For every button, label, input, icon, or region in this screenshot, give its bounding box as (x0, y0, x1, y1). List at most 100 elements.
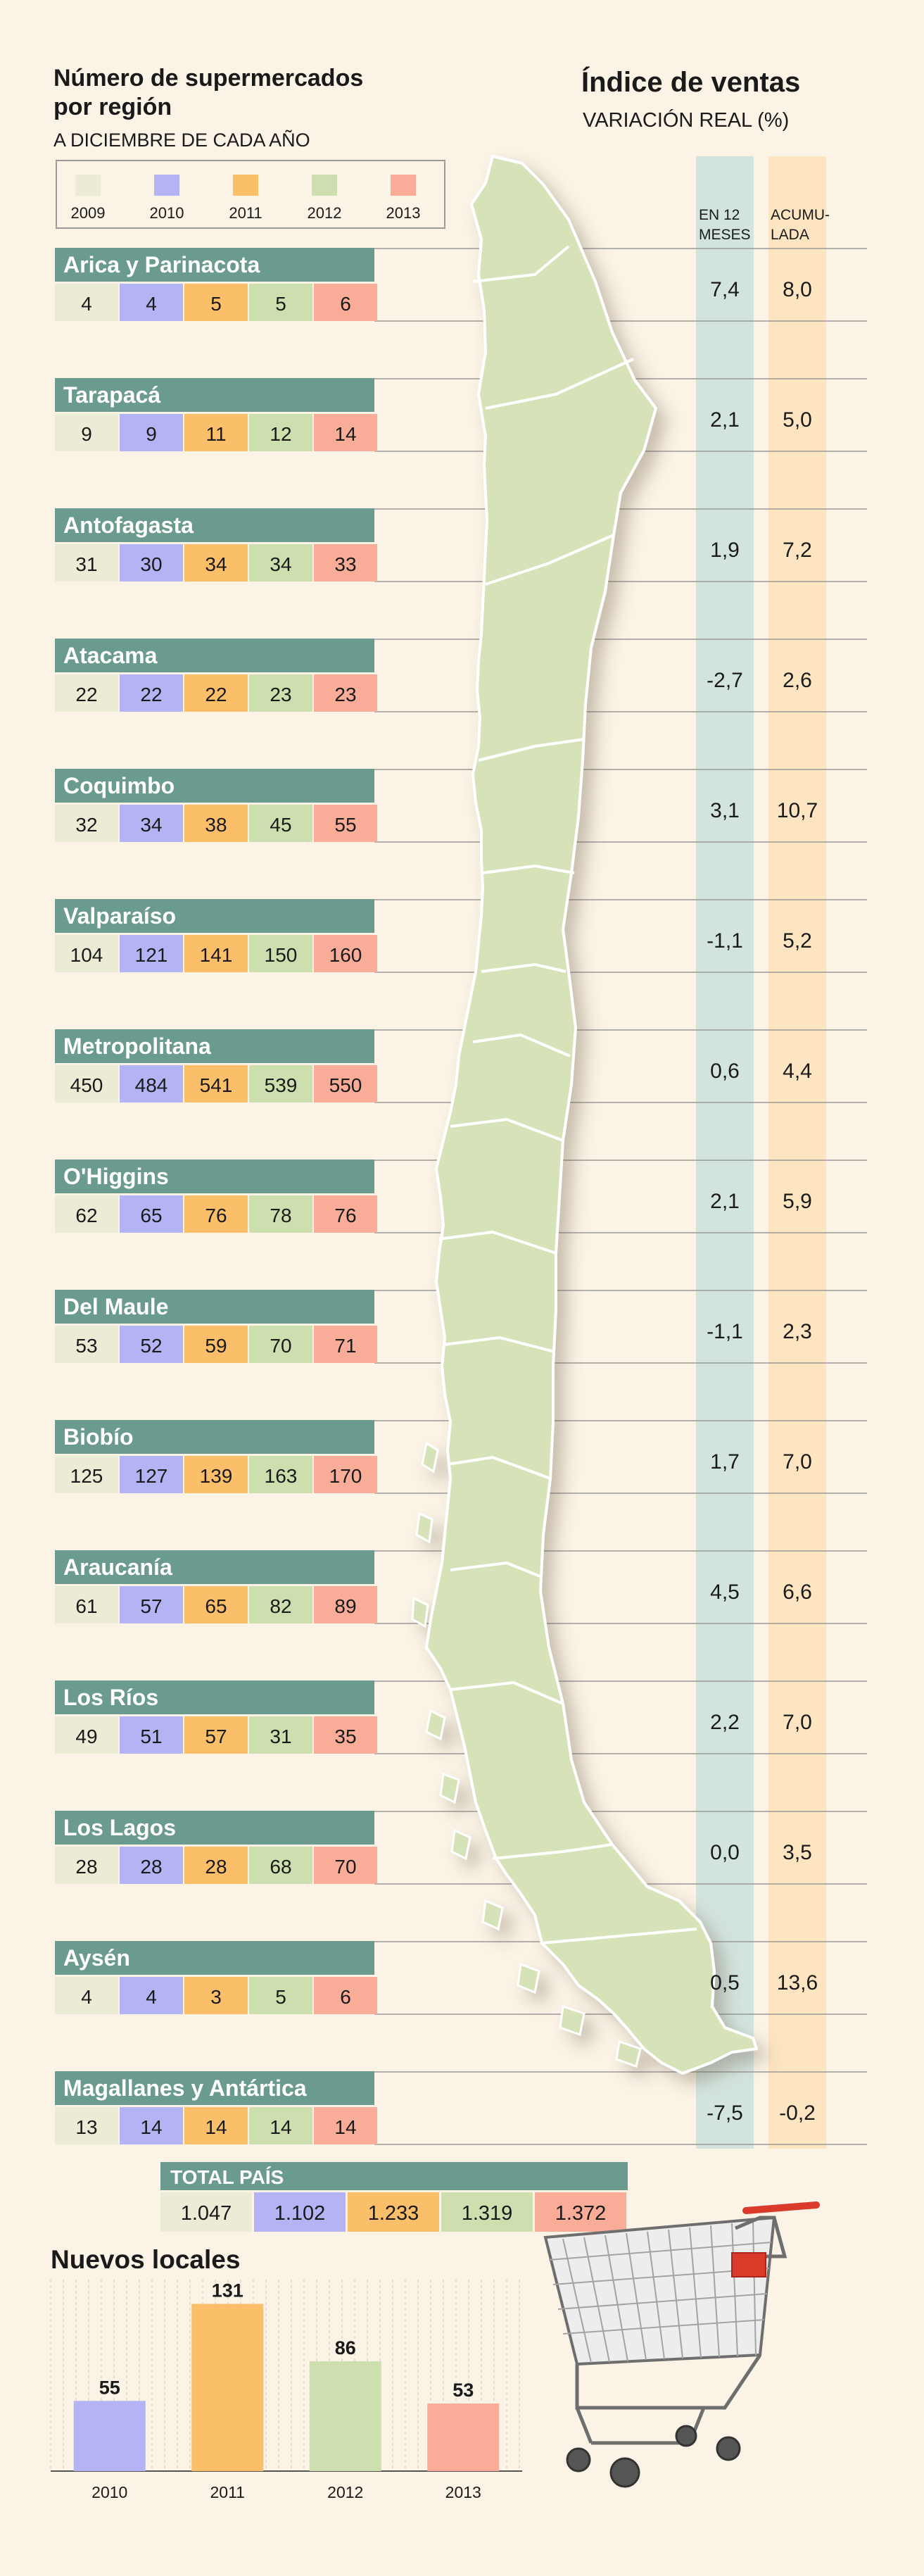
cell-2010 (120, 1195, 183, 1233)
value-2012: 45 (270, 814, 291, 836)
bar-value-label-2012: 86 (335, 2337, 356, 2358)
cell-2013 (314, 1326, 377, 1363)
cell-2009 (55, 1326, 118, 1363)
legend-swatch-2013 (391, 175, 416, 196)
region-name: Arica y Parinacota (63, 252, 260, 277)
value-2012: 150 (265, 944, 298, 966)
cell-2011 (184, 1847, 248, 1884)
value-2009: 53 (75, 1335, 97, 1357)
region-row: Magallanes y Antártica 13 14 14 14 14 -7,5 -0,2 (55, 2071, 816, 2144)
value-2012: 78 (270, 1205, 291, 1226)
cell-2012 (249, 1456, 312, 1493)
variation-12m: -1,1 (707, 929, 743, 953)
variation-acumulada: -0,2 (779, 2101, 816, 2125)
variation-acumulada: 7,0 (783, 1711, 812, 1734)
cell-2009 (55, 414, 118, 451)
cell-2009 (55, 544, 118, 582)
variation-acumulada: 5,2 (783, 929, 812, 953)
cell-2009 (55, 2107, 118, 2144)
region-name-band (55, 248, 374, 282)
cell-2011 (184, 1586, 248, 1623)
cell-2012 (249, 544, 312, 582)
cell-2012 (249, 1065, 312, 1102)
variation-12m: 0,6 (710, 1060, 740, 1083)
value-2013: 14 (334, 423, 356, 445)
value-2011: 139 (200, 1465, 233, 1487)
cell-2009 (55, 1195, 118, 1233)
col-12m-header-line2: MESES (699, 227, 751, 243)
main-title-line2: por región (53, 94, 172, 120)
value-2011: 11 (205, 423, 226, 445)
total-value-2009: 1.047 (181, 2202, 232, 2225)
cell-2009 (55, 1065, 118, 1102)
variation-acumulada: 13,6 (777, 1971, 818, 1994)
cell-2012 (249, 414, 312, 451)
cell-2013 (314, 935, 377, 972)
cell-2010 (120, 1847, 183, 1884)
cell-2012 (249, 1716, 312, 1754)
value-2010: 28 (140, 1856, 162, 1878)
variation-acumulada: 8,0 (783, 278, 812, 301)
cell-2012 (249, 935, 312, 972)
cell-2010 (120, 935, 183, 972)
value-2011: 541 (200, 1074, 233, 1096)
cell-2013 (314, 674, 377, 712)
value-2010: 127 (135, 1465, 168, 1487)
value-2011: 3 (210, 1986, 222, 2008)
variation-12m: 2,2 (710, 1711, 740, 1734)
cell-2011 (184, 284, 248, 321)
region-name-band (55, 769, 374, 803)
cell-2009 (55, 1456, 118, 1493)
value-2009: 4 (81, 1986, 92, 2008)
variation-acumulada: 6,6 (783, 1581, 812, 1604)
variation-acumulada: 2,6 (783, 669, 812, 692)
chile-map-shape (425, 155, 758, 2075)
legend-label-2011: 2011 (229, 204, 262, 222)
value-2011: 5 (210, 293, 222, 315)
variation-acumulada: 3,5 (783, 1841, 812, 1864)
region-name: Tarapacá (63, 382, 160, 408)
cell-2013 (314, 1456, 377, 1493)
cell-2011 (184, 544, 248, 582)
region-row: Tarapacá 9 9 11 12 14 2,1 5,0 (55, 378, 812, 451)
bar-value-label-2010: 55 (99, 2377, 120, 2398)
main-title-line1: Número de supermercados (53, 65, 363, 92)
value-2013: 14 (334, 2116, 356, 2138)
value-2011: 14 (205, 2116, 227, 2138)
cell-2009 (55, 1716, 118, 1754)
value-2011: 57 (205, 1726, 227, 1747)
legend-swatch-2011 (233, 175, 258, 196)
cell-2011 (184, 1326, 248, 1363)
value-2012: 14 (270, 2116, 291, 2138)
cell-2010 (120, 284, 183, 321)
value-2012: 163 (265, 1465, 298, 1487)
value-2012: 34 (270, 553, 291, 575)
cell-2013 (314, 1065, 377, 1102)
region-name-band (55, 1029, 374, 1063)
region-row: Atacama 22 22 22 23 23 -2,7 2,6 (55, 639, 812, 712)
value-2010: 34 (140, 814, 162, 836)
value-2010: 52 (140, 1335, 162, 1357)
variation-acumulada: 5,0 (783, 408, 812, 432)
region-name: Biobío (63, 1424, 134, 1450)
cell-2009 (55, 1977, 118, 2014)
total-cell-2011 (348, 2192, 439, 2232)
legend-swatch-2009 (75, 175, 101, 196)
region-name: Coquimbo (63, 773, 175, 798)
total-value-2010: 1.102 (274, 2202, 326, 2225)
cell-2012 (249, 674, 312, 712)
region-row: Aysén 4 4 3 5 6 0,5 13,6 (55, 1941, 818, 2014)
cell-2012 (249, 284, 312, 321)
cell-2010 (120, 1977, 183, 2014)
value-2011: 141 (200, 944, 233, 966)
value-2013: 71 (334, 1335, 356, 1357)
value-2012: 12 (270, 423, 291, 445)
cell-2009 (55, 805, 118, 842)
cell-2009 (55, 1847, 118, 1884)
region-name: Araucanía (63, 1554, 172, 1580)
main-subtitle: A DICIEMBRE DE CADA AÑO (53, 129, 310, 151)
bar-category-label-2010: 2010 (91, 2483, 127, 2501)
